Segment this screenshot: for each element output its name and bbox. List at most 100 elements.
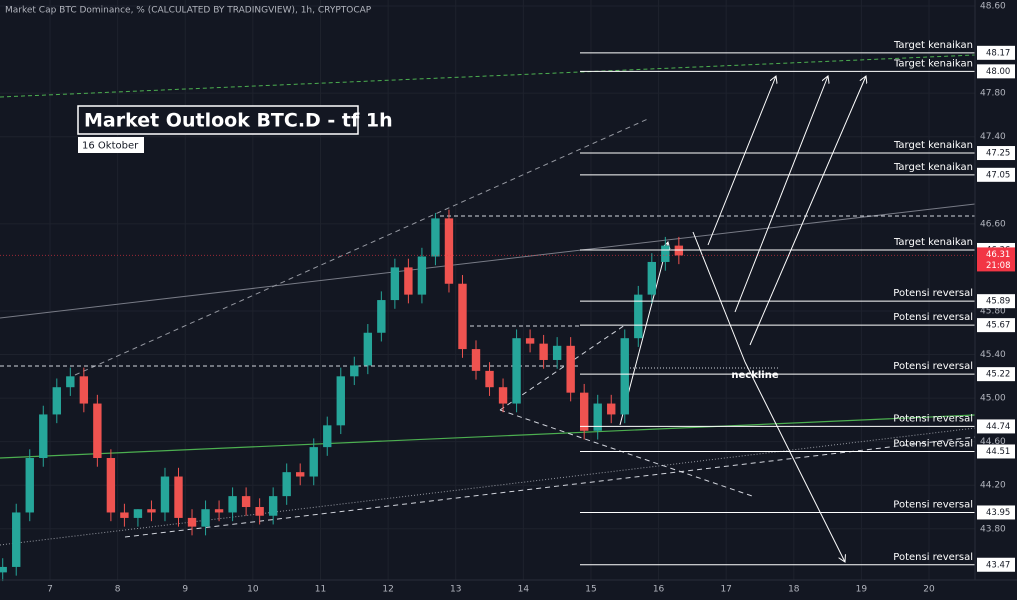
x-tick-label: 9 bbox=[182, 585, 188, 595]
current-price-label: 46.31 bbox=[986, 250, 1010, 260]
x-tick-label: 7 bbox=[47, 585, 53, 595]
candle-body bbox=[93, 403, 102, 459]
candle-body bbox=[214, 509, 224, 513]
candle-body bbox=[147, 509, 156, 513]
y-tick-label: 45.00 bbox=[980, 394, 1006, 404]
arrow bbox=[749, 76, 866, 346]
y-tick-label: 44.20 bbox=[980, 481, 1006, 491]
candle-body bbox=[512, 338, 521, 404]
trend-line bbox=[0, 414, 976, 459]
level-text: Potensi reversal bbox=[893, 552, 973, 563]
candle-body bbox=[593, 403, 602, 431]
candle-body bbox=[296, 472, 305, 477]
y-tick-label: 46.60 bbox=[980, 219, 1006, 229]
candle-body bbox=[607, 403, 616, 415]
level-tag-label: 45.89 bbox=[986, 297, 1010, 307]
arrow bbox=[692, 231, 746, 363]
x-tick-label: 11 bbox=[315, 585, 326, 595]
candle-body bbox=[431, 218, 440, 257]
candle-body bbox=[133, 509, 143, 518]
candle-body bbox=[377, 300, 386, 333]
level-tag bbox=[977, 167, 1015, 182]
y-tick-label: 45.80 bbox=[980, 306, 1006, 316]
level-tag bbox=[977, 419, 1015, 434]
trend-line bbox=[0, 54, 976, 98]
candle-body bbox=[268, 496, 278, 516]
level-tag-label: 44.51 bbox=[986, 447, 1010, 457]
level-tag-label: 45.67 bbox=[986, 321, 1010, 331]
chart-title: Market Outlook BTC.D - tf 1h bbox=[84, 110, 393, 132]
level-tag-label: 47.05 bbox=[986, 170, 1010, 180]
candle-body bbox=[255, 507, 264, 516]
x-tick-label: 13 bbox=[450, 585, 461, 595]
candle-body bbox=[0, 566, 7, 573]
level-tag bbox=[977, 557, 1015, 572]
candle-body bbox=[552, 345, 562, 360]
candle-body bbox=[25, 458, 34, 513]
level-text: Potensi reversal bbox=[893, 413, 973, 424]
candle-body bbox=[498, 387, 508, 404]
candle-body bbox=[485, 370, 494, 388]
candle-body bbox=[444, 218, 454, 284]
annotation: neckline bbox=[731, 370, 778, 381]
candle-body bbox=[187, 517, 197, 527]
candle-body bbox=[458, 283, 467, 350]
candle-body bbox=[634, 294, 643, 339]
level-text: Potensi reversal bbox=[893, 312, 973, 323]
candle-body bbox=[417, 256, 427, 295]
x-tick-label: 18 bbox=[788, 585, 800, 595]
chart-subtitle: 16 Oktober bbox=[82, 141, 139, 152]
candle-body bbox=[620, 338, 629, 415]
x-tick-label: 19 bbox=[856, 585, 868, 595]
current-price-tag bbox=[977, 247, 1015, 272]
candle-body bbox=[282, 472, 291, 497]
level-text: Target kenaikan bbox=[893, 40, 973, 51]
level-tag-label: 43.95 bbox=[986, 508, 1010, 518]
y-tick-label: 43.80 bbox=[980, 524, 1006, 534]
x-tick-label: 15 bbox=[585, 585, 596, 595]
candle-body bbox=[323, 425, 332, 448]
level-tag bbox=[977, 146, 1015, 161]
candle-body bbox=[471, 349, 481, 371]
level-text: Target kenaikan bbox=[893, 58, 973, 69]
arrow bbox=[707, 76, 776, 246]
level-tag-label: 44.74 bbox=[986, 422, 1010, 432]
x-tick-label: 20 bbox=[923, 585, 935, 595]
candle-body bbox=[106, 458, 116, 513]
candle-body bbox=[160, 476, 170, 513]
subtitle-box bbox=[78, 137, 144, 153]
level-tag bbox=[977, 294, 1015, 309]
candle-body bbox=[66, 376, 75, 388]
level-tag bbox=[977, 505, 1015, 520]
chart-header: Market Cap BTC Dominance, % (CALCULATED … bbox=[5, 6, 372, 16]
y-tick-label: 45.40 bbox=[980, 350, 1006, 360]
level-tag-label: 48.17 bbox=[986, 48, 1010, 58]
axes: 48.60 47.80 47.40 46.60 45.80 45.40 45.00 44.60… bbox=[47, 1, 1015, 595]
candle-body bbox=[525, 338, 535, 344]
trend-line bbox=[74, 117, 651, 376]
candle-body bbox=[241, 496, 251, 508]
y-tick-label: 48.60 bbox=[980, 1, 1006, 11]
level-text: Potensi reversal bbox=[893, 361, 973, 372]
levels: Target kenaikan Target kenaikan Target ken… bbox=[0, 40, 975, 566]
level-tag-label: 43.47 bbox=[986, 560, 1010, 570]
trend-line bbox=[124, 436, 976, 538]
title-box bbox=[77, 105, 359, 135]
candle-body bbox=[12, 512, 21, 567]
level-tag-label: 48.00 bbox=[986, 67, 1010, 77]
candle-body bbox=[350, 365, 359, 377]
trend-line bbox=[0, 203, 976, 319]
level-tag bbox=[977, 318, 1015, 333]
candle-body bbox=[201, 509, 210, 527]
arrow bbox=[744, 361, 845, 562]
candle-body bbox=[579, 392, 589, 431]
candles bbox=[0, 209, 684, 582]
candle-body bbox=[674, 245, 684, 256]
level-tag bbox=[977, 367, 1015, 382]
x-tick-label: 10 bbox=[247, 585, 259, 595]
y-tick-label: 47.40 bbox=[980, 132, 1006, 142]
candle-body bbox=[363, 332, 373, 366]
